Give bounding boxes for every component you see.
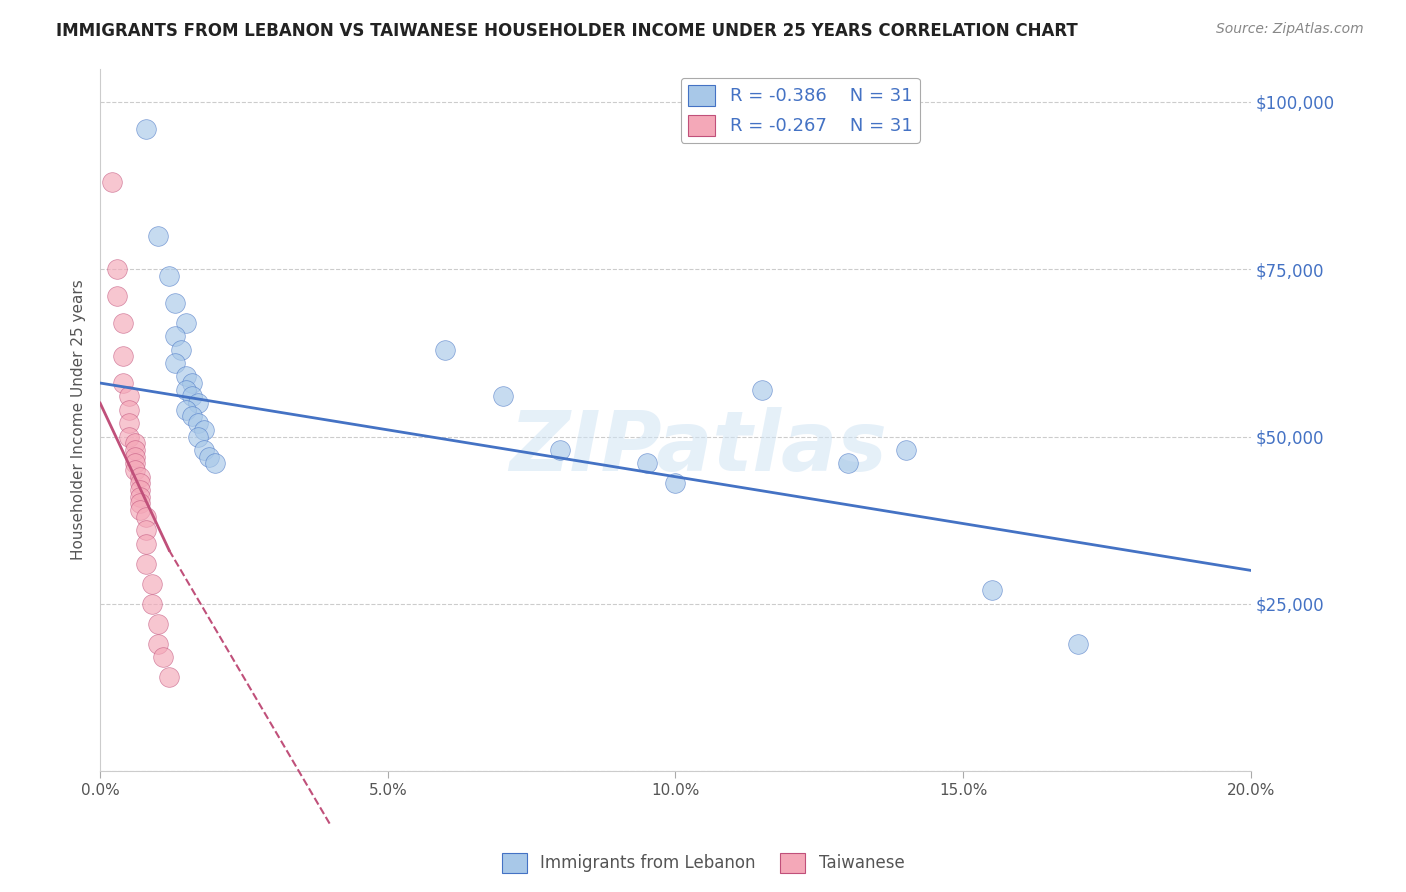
Point — [146, 616, 169, 631]
Text: Source: ZipAtlas.com: Source: ZipAtlas.com — [1216, 22, 1364, 37]
Point — [124, 456, 146, 470]
Point — [129, 496, 152, 510]
Point — [198, 450, 221, 464]
Point — [176, 402, 198, 417]
Point — [112, 349, 135, 363]
Point — [176, 383, 198, 397]
Point — [163, 329, 186, 343]
Point — [837, 456, 859, 470]
Point — [124, 463, 146, 477]
Point — [146, 637, 169, 651]
Legend: Immigrants from Lebanon, Taiwanese: Immigrants from Lebanon, Taiwanese — [495, 847, 911, 880]
Point — [181, 389, 204, 403]
Point — [980, 583, 1002, 598]
Point — [105, 262, 128, 277]
Point — [118, 429, 141, 443]
Text: ZIPatlas: ZIPatlas — [509, 408, 887, 489]
Point — [135, 523, 157, 537]
Point — [163, 356, 186, 370]
Point — [135, 557, 157, 571]
Point — [141, 597, 163, 611]
Point — [434, 343, 457, 357]
Point — [187, 416, 209, 430]
Y-axis label: Householder Income Under 25 years: Householder Income Under 25 years — [72, 279, 86, 560]
Point — [146, 228, 169, 243]
Point — [118, 402, 141, 417]
Point — [181, 409, 204, 424]
Point — [187, 429, 209, 443]
Point — [129, 469, 152, 483]
Point — [124, 442, 146, 457]
Point — [181, 376, 204, 390]
Point — [664, 476, 686, 491]
Point — [124, 436, 146, 450]
Point — [157, 670, 180, 684]
Point — [176, 316, 198, 330]
Point — [105, 289, 128, 303]
Point — [204, 456, 226, 470]
Point — [170, 343, 193, 357]
Point — [129, 490, 152, 504]
Point — [1067, 637, 1090, 651]
Point — [135, 536, 157, 550]
Point — [492, 389, 515, 403]
Point — [176, 369, 198, 384]
Point — [894, 442, 917, 457]
Point — [112, 316, 135, 330]
Point — [118, 389, 141, 403]
Point — [751, 383, 773, 397]
Point — [152, 650, 174, 665]
Point — [112, 376, 135, 390]
Point — [124, 450, 146, 464]
Text: IMMIGRANTS FROM LEBANON VS TAIWANESE HOUSEHOLDER INCOME UNDER 25 YEARS CORRELATI: IMMIGRANTS FROM LEBANON VS TAIWANESE HOU… — [56, 22, 1078, 40]
Point — [157, 268, 180, 283]
Point — [135, 509, 157, 524]
Point — [141, 576, 163, 591]
Point — [187, 396, 209, 410]
Point — [193, 442, 215, 457]
Point — [129, 503, 152, 517]
Point — [193, 423, 215, 437]
Point — [129, 476, 152, 491]
Point — [100, 175, 122, 189]
Point — [135, 121, 157, 136]
Point — [118, 416, 141, 430]
Point — [636, 456, 658, 470]
Point — [550, 442, 572, 457]
Point — [163, 295, 186, 310]
Legend: R = -0.386    N = 31, R = -0.267    N = 31: R = -0.386 N = 31, R = -0.267 N = 31 — [681, 78, 920, 143]
Point — [129, 483, 152, 497]
